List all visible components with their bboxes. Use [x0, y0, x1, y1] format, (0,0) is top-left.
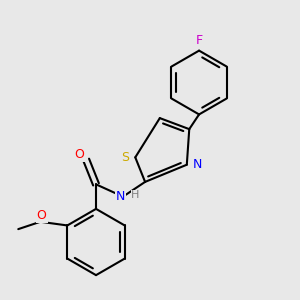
- Text: N: N: [116, 190, 125, 203]
- Text: S: S: [122, 151, 130, 164]
- Text: O: O: [74, 148, 84, 161]
- Text: O: O: [37, 209, 46, 222]
- Text: H: H: [131, 190, 140, 200]
- Text: F: F: [196, 34, 202, 47]
- Text: N: N: [193, 158, 203, 171]
